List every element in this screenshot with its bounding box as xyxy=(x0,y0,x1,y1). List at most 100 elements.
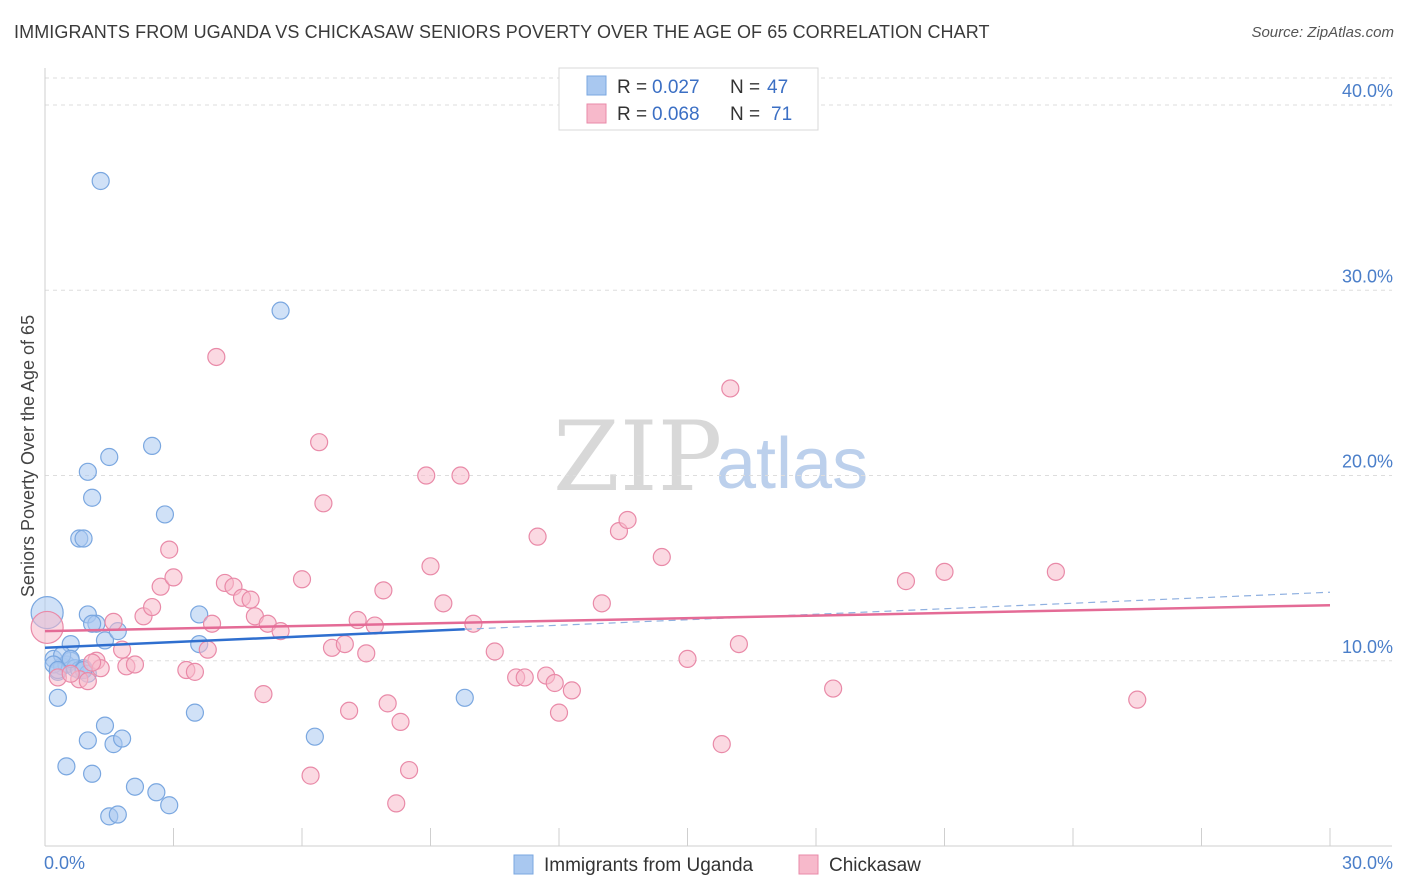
y-tick-label: 10.0% xyxy=(1342,637,1393,657)
uganda-point xyxy=(271,301,290,320)
chickasaw-point xyxy=(935,562,954,581)
chickasaw-point xyxy=(202,614,222,633)
chickasaw-point xyxy=(254,685,273,704)
chickasaw-point xyxy=(198,640,217,659)
chickasaw-point xyxy=(387,794,406,813)
chickasaw-point xyxy=(824,679,843,698)
legend-swatch-uganda xyxy=(586,75,607,96)
chickasaw-point xyxy=(61,664,80,683)
bottom-legend-swatch-uganda xyxy=(513,854,534,875)
uganda-point xyxy=(100,447,119,467)
chickasaw-point xyxy=(104,612,123,631)
chickasaw-point xyxy=(399,760,419,780)
uganda-point xyxy=(455,688,474,707)
y-tick-label: 20.0% xyxy=(1342,452,1393,472)
chickasaw-point xyxy=(340,701,359,720)
chickasaw-point xyxy=(185,662,205,681)
chickasaw-point xyxy=(451,466,470,485)
chickasaw-point xyxy=(417,466,436,485)
chart-source: Source: ZipAtlas.com xyxy=(1251,24,1394,41)
chickasaw-point xyxy=(378,694,397,713)
chickasaw-point xyxy=(164,568,183,587)
uganda-point xyxy=(95,716,115,735)
chickasaw-trend-line xyxy=(44,603,1331,633)
chickasaw-point xyxy=(292,570,312,589)
chickasaw-point xyxy=(78,672,97,691)
legend-n-label-chickasaw: N = xyxy=(730,104,760,125)
chickasaw-point xyxy=(515,668,534,687)
series-uganda-points xyxy=(30,171,474,826)
chickasaw-point xyxy=(729,634,749,654)
uganda-point xyxy=(78,462,97,481)
uganda-point xyxy=(147,783,166,802)
legend-r-value-chickasaw: 0.068 xyxy=(652,104,700,125)
chickasaw-point xyxy=(528,527,547,546)
chart-title: IMMIGRANTS FROM UGANDA VS CHICKASAW SENI… xyxy=(14,22,990,42)
uganda-point xyxy=(83,764,102,783)
grid-lines xyxy=(45,77,1392,662)
legend-r-value-uganda: 0.027 xyxy=(652,77,700,98)
uganda-trend-line xyxy=(44,628,465,650)
chickasaw-point xyxy=(357,644,376,663)
chickasaw-point xyxy=(314,494,333,513)
series-chickasaw-points xyxy=(30,347,1147,813)
bottom-legend-label-uganda: Immigrants from Uganda xyxy=(544,855,754,876)
uganda-point xyxy=(305,727,324,746)
uganda-point xyxy=(83,488,102,507)
uganda-trend-extension xyxy=(464,591,1331,630)
chickasaw-point xyxy=(374,581,393,600)
bottom-legend-label-chickasaw: Chickasaw xyxy=(829,855,921,876)
uganda-point xyxy=(74,529,93,548)
x-tick-label-min: 0.0% xyxy=(44,853,85,873)
y-tick-label: 40.0% xyxy=(1342,81,1393,101)
watermark-atlas: atlas xyxy=(716,424,868,504)
chickasaw-point xyxy=(301,766,320,785)
chickasaw-point xyxy=(241,590,260,609)
chickasaw-point xyxy=(391,712,410,731)
chickasaw-point xyxy=(207,347,226,367)
chickasaw-point xyxy=(678,649,697,669)
axes xyxy=(44,68,1392,847)
y-tick-label: 30.0% xyxy=(1342,266,1393,286)
chickasaw-point xyxy=(592,594,611,613)
chickasaw-point xyxy=(1128,690,1147,709)
chickasaw-point xyxy=(545,673,564,693)
uganda-point xyxy=(83,614,102,633)
legend-n-value-uganda: 47 xyxy=(767,77,788,98)
legend-box: R = 0.027 N = 47 R = 0.068 N = 71 xyxy=(558,67,819,131)
uganda-point xyxy=(108,805,127,824)
uganda-point xyxy=(125,777,145,796)
chickasaw-point xyxy=(421,557,440,576)
uganda-point xyxy=(91,171,110,191)
uganda-point xyxy=(112,729,132,748)
uganda-point xyxy=(185,703,205,722)
x-tick-label-max: 30.0% xyxy=(1342,853,1393,873)
chickasaw-point xyxy=(30,610,64,645)
watermark-zip: ZIP xyxy=(553,401,722,513)
bottom-legend: Immigrants from Uganda Chickasaw xyxy=(513,854,921,876)
chickasaw-point xyxy=(142,597,162,617)
y-axis-label: Seniors Poverty Over the Age of 65 xyxy=(18,315,38,597)
uganda-point xyxy=(48,688,67,707)
chickasaw-point xyxy=(712,735,731,754)
legend-swatch-chickasaw xyxy=(586,103,607,124)
legend-r-label-uganda: R = xyxy=(617,77,647,98)
chickasaw-point xyxy=(83,653,102,672)
chickasaw-point xyxy=(151,577,170,596)
chickasaw-point xyxy=(896,572,916,591)
chickasaw-point xyxy=(335,634,354,654)
chickasaw-point xyxy=(1046,562,1065,581)
x-tick-labels: 0.0% 30.0% xyxy=(44,828,1393,873)
chickasaw-point xyxy=(652,547,671,567)
chickasaw-point xyxy=(562,681,581,700)
y-tick-labels: 10.0% 20.0% 30.0% 40.0% xyxy=(1342,81,1393,657)
legend-n-value-chickasaw: 71 xyxy=(771,104,792,125)
chickasaw-point xyxy=(721,379,740,398)
chickasaw-point xyxy=(618,510,637,530)
chickasaw-point xyxy=(125,655,145,674)
chickasaw-point xyxy=(549,703,569,722)
uganda-point xyxy=(142,436,162,455)
uganda-point xyxy=(155,505,175,524)
uganda-point xyxy=(160,796,179,815)
